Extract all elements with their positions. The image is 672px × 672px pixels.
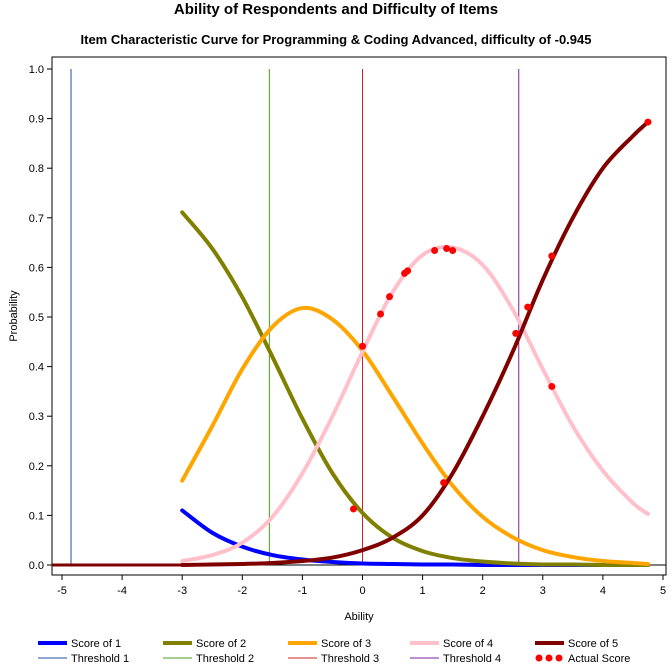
x-tick-label: 1 <box>420 585 426 597</box>
actual-score-point <box>512 329 520 337</box>
y-tick-label: 0.6 <box>29 262 44 274</box>
actual-score-point <box>449 247 457 255</box>
y-tick-label: 0.8 <box>29 163 44 175</box>
legend-label-score-1: Score of 1 <box>71 638 121 650</box>
y-tick-label: 0.9 <box>29 114 44 126</box>
actual-score-point <box>443 245 451 253</box>
chart-subtitle: Item Characteristic Curve for Programmin… <box>81 32 592 47</box>
actual-score-point <box>548 252 556 260</box>
series-lines <box>52 120 650 568</box>
legend-label-score-2: Score of 2 <box>196 638 246 650</box>
legend-label-threshold-1: Threshold 1 <box>71 653 129 665</box>
x-tick-label: 4 <box>600 585 606 597</box>
actual-score-point <box>404 267 412 275</box>
x-tick-label: -2 <box>237 585 247 597</box>
series-line-score-5 <box>180 120 650 567</box>
plot-area-frame <box>51 56 667 576</box>
x-tick-label: -1 <box>298 585 308 597</box>
series-line-score-3 <box>180 305 650 567</box>
y-tick-label: 1.0 <box>29 64 44 76</box>
legend-swatch-actual-score <box>535 654 543 662</box>
x-tick-label: 0 <box>359 585 365 597</box>
legend-label-score-3: Score of 3 <box>321 638 371 650</box>
legend-label-threshold-4: Threshold 4 <box>443 653 501 665</box>
legend-label-threshold-3: Threshold 3 <box>321 653 379 665</box>
x-tick-label: -4 <box>117 585 127 597</box>
legend-swatch-actual-score <box>545 654 553 662</box>
actual-score-point <box>524 303 532 311</box>
actual-score-point <box>386 293 394 301</box>
y-tick-label: 0.5 <box>29 312 44 324</box>
actual-score-point <box>644 118 652 126</box>
chart-title: Ability of Respondents and Difficulty of… <box>174 1 498 18</box>
y-tick-label: 0.3 <box>29 411 44 423</box>
legend-label-score-4: Score of 4 <box>443 638 493 650</box>
x-tick-label: 3 <box>540 585 546 597</box>
x-tick-label: 2 <box>480 585 486 597</box>
y-axis-ticks: 0.0 0.1 0.2 0.3 0.4 0.5 0.6 0.7 0.8 0.9 1.0 <box>29 64 52 572</box>
actual-score-point <box>359 342 366 350</box>
legend-label-threshold-2: Threshold 2 <box>196 653 254 665</box>
actual-score-points <box>349 118 652 513</box>
y-tick-label: 0.0 <box>29 560 44 572</box>
y-axis-label: Probability <box>8 290 20 342</box>
series-line-score-2 <box>180 210 650 568</box>
x-tick-label: -3 <box>177 585 187 597</box>
y-tick-label: 0.4 <box>29 362 44 374</box>
y-tick-label: 0.7 <box>29 213 44 225</box>
y-tick-label: 0.1 <box>29 510 44 522</box>
actual-score-point <box>431 247 439 255</box>
legend: Score of 1 Score of 2 Score of 3 Score of 4… <box>38 638 630 665</box>
y-tick-label: 0.2 <box>29 461 44 473</box>
legend-label-actual-score: Actual Score <box>568 653 630 665</box>
actual-score-point <box>440 479 448 487</box>
threshold-lines <box>70 69 520 565</box>
x-axis-label: Ability <box>344 611 374 623</box>
x-tick-label: 5 <box>660 585 666 597</box>
legend-label-score-5: Score of 5 <box>568 638 618 650</box>
actual-score-point <box>377 310 385 318</box>
actual-score-point <box>548 382 556 390</box>
x-tick-label: -5 <box>57 585 67 597</box>
actual-score-point <box>349 505 357 513</box>
legend-swatch-actual-score <box>555 654 563 662</box>
x-axis-ticks: -5 -4 -3 -2 -1 0 1 2 3 4 5 <box>57 575 666 597</box>
series-line-score-4 <box>180 244 650 564</box>
